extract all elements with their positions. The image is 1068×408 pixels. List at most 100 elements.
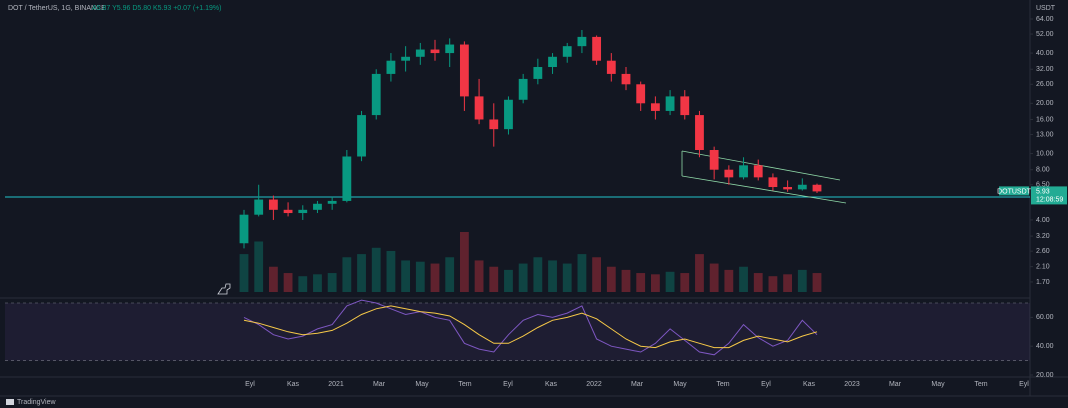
volume-bar xyxy=(533,257,543,292)
candle-body xyxy=(327,200,337,204)
volume-bar xyxy=(415,261,425,292)
candle-body xyxy=(621,73,631,85)
x-tick-label: Eyl xyxy=(245,381,255,388)
volume-bar xyxy=(518,263,528,292)
rsi-line xyxy=(243,299,818,356)
volume-bar xyxy=(695,254,704,292)
y-tick-label: 3.20 xyxy=(1036,233,1050,240)
volume-bar xyxy=(665,271,675,292)
y-tick-label: 6.50 xyxy=(1036,182,1050,189)
candle-body xyxy=(783,187,793,190)
symbol-title: DOT / TetherUS, 1G, BINANCE xyxy=(8,5,106,12)
y-tick-label: 52.00 xyxy=(1036,31,1054,38)
y-tick-label: 2.10 xyxy=(1036,263,1050,270)
candle-body xyxy=(283,209,293,214)
volume-bar xyxy=(283,273,293,292)
volume-bar xyxy=(592,257,602,292)
symbol-tag-label: DOTUSDT xyxy=(997,188,1032,195)
countdown: 12:08:59 xyxy=(1036,196,1063,203)
x-tick-label: 2021 xyxy=(328,381,344,388)
candle-body xyxy=(709,150,719,170)
y-tick-label: 40.00 xyxy=(1036,50,1054,57)
candle-body xyxy=(298,209,308,214)
candle-body xyxy=(474,96,484,120)
candle-body xyxy=(371,73,381,116)
volume-bar xyxy=(313,274,322,292)
candle-body xyxy=(636,84,646,104)
candle-body xyxy=(239,214,249,244)
x-tick-label: Kas xyxy=(545,381,558,388)
y-tick-label: 20.00 xyxy=(1036,372,1054,379)
y-tick-label: 20.00 xyxy=(1036,100,1054,107)
y-tick-label: 64.00 xyxy=(1036,16,1054,23)
volume-bar xyxy=(724,269,734,292)
volume-bar xyxy=(357,254,366,292)
x-tick-label: 2023 xyxy=(844,381,860,388)
price-tag-label: 5.93 xyxy=(1036,188,1050,195)
x-tick-label: Mar xyxy=(889,381,902,388)
candle-body xyxy=(533,67,543,79)
candle-body xyxy=(606,60,616,74)
volume-bar xyxy=(812,273,822,292)
candle-body xyxy=(268,199,278,210)
price-tag xyxy=(1031,186,1067,205)
candle-body xyxy=(577,36,587,47)
volume-bar xyxy=(577,254,587,292)
x-tick-label: May xyxy=(673,381,687,388)
volume-bar xyxy=(430,263,440,292)
x-tick-label: May xyxy=(931,381,945,388)
x-tick-label: 2022 xyxy=(586,381,602,388)
candle-body xyxy=(430,49,440,54)
volume-bar xyxy=(606,266,616,292)
candle-body xyxy=(812,184,822,192)
x-tick-label: Tem xyxy=(458,381,471,388)
y-tick-label: 26.00 xyxy=(1036,81,1054,88)
x-tick-label: Eyl xyxy=(503,381,513,388)
logo-mark xyxy=(6,399,14,405)
channel-lower xyxy=(681,175,847,204)
replay-icon[interactable] xyxy=(217,283,231,295)
volume-bar xyxy=(254,241,264,292)
candle-body xyxy=(592,36,602,61)
x-tick-label: Mar xyxy=(373,381,386,388)
y-tick-label: 16.00 xyxy=(1036,116,1054,123)
volume-bar xyxy=(562,263,572,292)
candle-body xyxy=(386,60,396,74)
volume-bar xyxy=(474,260,484,292)
volume-bar xyxy=(768,276,778,292)
y-tick-label: 40.00 xyxy=(1036,343,1054,350)
candle-body xyxy=(768,177,778,188)
volume-bar xyxy=(504,269,513,292)
volume-bar xyxy=(636,273,646,292)
candle-body xyxy=(753,165,763,178)
candle-body xyxy=(548,56,557,68)
volume-bar xyxy=(753,273,763,292)
y-tick-label: 8.00 xyxy=(1036,167,1050,174)
candle-body xyxy=(695,115,704,151)
candle-body xyxy=(357,115,366,157)
volume-bar xyxy=(797,269,807,292)
candle-body xyxy=(445,44,455,54)
x-tick-label: Kas xyxy=(803,381,816,388)
volume-bar xyxy=(459,232,469,292)
candle-body xyxy=(342,156,352,201)
ohlc-readout: A5.87 Y5.96 D5.80 K5.93 +0.07 (+1.19%) xyxy=(92,5,221,12)
volume-bar xyxy=(680,273,690,292)
candle-body xyxy=(415,49,425,57)
x-tick-label: Tem xyxy=(974,381,987,388)
candle-body xyxy=(459,44,469,97)
candle-body xyxy=(650,103,660,111)
candle-body xyxy=(665,96,675,111)
volume-bar xyxy=(783,274,793,292)
candle-body xyxy=(797,184,807,190)
volume-bar xyxy=(386,250,396,292)
branding: TradingView xyxy=(17,399,56,406)
x-tick-label: Eyl xyxy=(1019,381,1029,388)
symbol-tag xyxy=(999,186,1029,196)
candle-body xyxy=(739,165,748,178)
volume-bar xyxy=(327,273,337,292)
rsi-band xyxy=(5,303,1030,361)
y-tick-label: 4.00 xyxy=(1036,217,1050,224)
